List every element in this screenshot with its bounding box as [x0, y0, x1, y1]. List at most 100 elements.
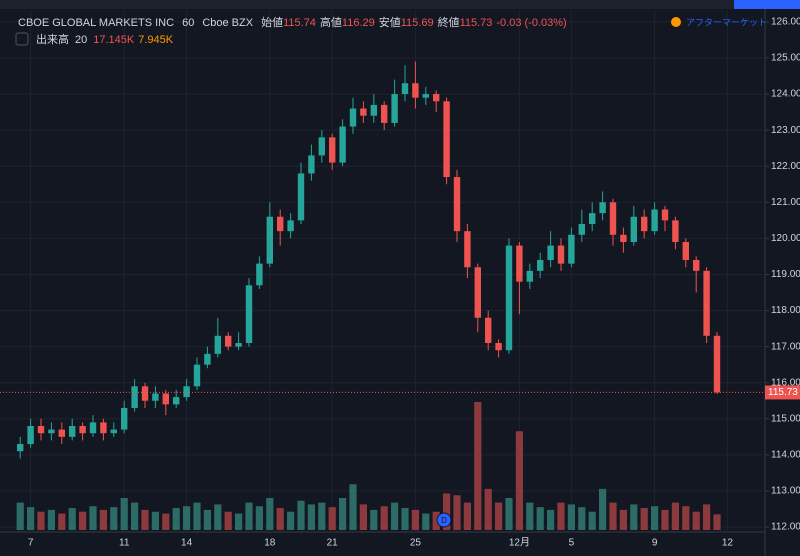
volume-bar [474, 402, 482, 530]
volume-bar [619, 509, 627, 530]
candle-body [693, 260, 700, 271]
volume-bar [411, 509, 419, 530]
close-label: 終値 [438, 15, 460, 29]
y-tick-label: 112.00 [771, 522, 800, 533]
y-tick-label: 117.00 [771, 341, 800, 352]
y-tick-label: 116.00 [771, 377, 800, 388]
y-tick-label: 113.00 [771, 486, 800, 497]
candle-body [121, 407, 128, 430]
candle-body [682, 241, 689, 261]
candle-body [599, 202, 606, 214]
y-tick-label: 123.00 [771, 125, 800, 136]
candle-body [110, 429, 117, 434]
grid [0, 10, 765, 532]
volume-bar [151, 511, 159, 530]
y-tick-label: 124.00 [771, 89, 800, 100]
candle-body [58, 429, 65, 437]
legend: CBOE GLOBAL MARKETS INC 60 Cboe BZX 始値115.7… [18, 15, 567, 29]
volume-bar [443, 493, 451, 530]
candle-body [547, 245, 554, 261]
volume-bar [235, 513, 243, 530]
close-value: 115.73 [460, 17, 493, 29]
volume-bar [110, 507, 118, 530]
collapse-button[interactable] [15, 32, 29, 46]
candle-body [370, 104, 377, 116]
toolbar-button[interactable] [734, 0, 800, 9]
y-tick-label: 125.00 [771, 53, 800, 64]
candle-body [69, 425, 76, 437]
session[interactable]: アフターマーケット [686, 17, 767, 27]
candle-body [235, 343, 242, 347]
candle-body [620, 234, 627, 242]
volume-bar [214, 504, 222, 530]
candle-body [152, 393, 159, 401]
volume-bar [370, 509, 378, 530]
volume-bar [224, 511, 232, 530]
toolbar [0, 0, 800, 9]
volume-bar [131, 502, 139, 530]
last-price-box [765, 385, 800, 400]
low-label: 安値 [379, 15, 401, 29]
candle-body [381, 104, 388, 123]
y-tick-label: 115.00 [771, 413, 800, 424]
session-icon[interactable] [671, 17, 681, 27]
volume-pane [16, 402, 721, 530]
volume-bar [183, 506, 191, 530]
x-tick-label: 12月 [509, 537, 530, 549]
candle-body [37, 425, 45, 434]
volume-bar [536, 507, 544, 530]
candle-body [360, 108, 367, 116]
open-value: 115.74 [283, 17, 316, 29]
volume-bar [328, 507, 336, 530]
candle-body [557, 245, 565, 264]
volume-bar [266, 498, 274, 530]
volume-bar [89, 506, 97, 530]
volume-bar [547, 509, 555, 530]
candle-body [433, 94, 440, 102]
x-tick-label: 14 [181, 538, 193, 549]
candle-body [245, 285, 253, 344]
candle-body [537, 260, 544, 271]
volume-bar [515, 431, 523, 530]
candle-body [329, 137, 336, 163]
volume-bar [713, 514, 721, 530]
candle-body [495, 343, 502, 351]
candle-body [266, 216, 273, 264]
candle-body [173, 397, 180, 405]
volume-value: 17.145K [93, 34, 135, 46]
volume-bar [380, 506, 388, 530]
candle-body [391, 94, 398, 123]
last-price-label: 115.73 [768, 387, 798, 398]
volume-bar [297, 500, 305, 530]
x-tick-label: 25 [410, 538, 422, 549]
volume-bar [692, 511, 700, 530]
candle-body [516, 245, 523, 282]
candle-body [578, 223, 585, 235]
candle-body [713, 335, 721, 393]
event-marker[interactable] [436, 512, 452, 528]
volume-bar [318, 502, 326, 530]
candle-body [651, 209, 658, 232]
volume-period: 20 [75, 34, 87, 46]
volume-bar [193, 502, 201, 530]
candle-body [100, 422, 107, 434]
symbol: CBOE GLOBAL MARKETS INC [18, 17, 174, 29]
candle-body [308, 155, 315, 174]
high-value: 116.29 [342, 17, 375, 29]
volume-bar [557, 502, 565, 530]
volume-bar [588, 511, 596, 530]
x-tick-label: 18 [264, 538, 276, 549]
candle-body [287, 220, 294, 232]
y-tick-label: 126.00 [771, 17, 800, 28]
volume-bar [661, 509, 669, 530]
candle-body [609, 202, 617, 235]
volume-bar [630, 504, 638, 530]
candle-body [453, 177, 461, 232]
event-marker-label: D [441, 516, 447, 525]
y-tick-label: 121.00 [771, 197, 800, 208]
candle-body [141, 386, 149, 401]
volume-bar [640, 508, 648, 530]
y-tick-label: 114.00 [771, 449, 800, 460]
candle-body [214, 335, 221, 354]
